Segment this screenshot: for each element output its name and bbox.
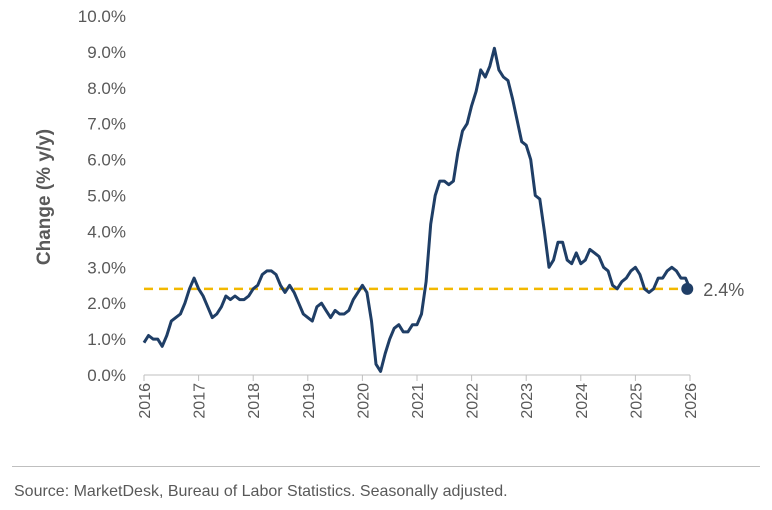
- y-axis-ticks: 0.0% 1.0% 2.0% 3.0% 4.0% 5.0% 6.0% 7.0% 8.0% 9.0%…: [78, 7, 126, 385]
- x-tick-label: 2018: [246, 383, 263, 419]
- x-tick-label: 2025: [628, 383, 645, 419]
- y-tick-label: 4.0%: [87, 222, 126, 241]
- x-tick-label: 2016: [137, 383, 154, 419]
- series-end-point: [681, 282, 694, 295]
- y-tick-label: 5.0%: [87, 187, 126, 206]
- y-tick-label: 7.0%: [87, 115, 126, 134]
- x-axis-ticks: 2016 2017 2018 2019 2020 2021 2022 2023 2024 2025…: [137, 375, 700, 419]
- x-tick-label: 2019: [301, 383, 318, 419]
- source-note: Source: MarketDesk, Bureau of Labor Stat…: [14, 483, 508, 500]
- y-tick-label: 9.0%: [87, 43, 126, 62]
- y-tick-label: 8.0%: [87, 79, 126, 98]
- x-tick-label: 2026: [683, 383, 700, 419]
- x-tick-label: 2023: [519, 383, 536, 419]
- y-tick-label: 6.0%: [87, 151, 126, 170]
- end-value-annotation: 2.4%: [703, 280, 744, 300]
- y-tick-label: 0.0%: [87, 366, 126, 385]
- x-tick-label: 2021: [410, 383, 427, 419]
- source-divider: [12, 466, 760, 467]
- y-tick-label: 10.0%: [78, 7, 126, 26]
- x-tick-label: 2020: [355, 383, 372, 419]
- y-tick-label: 1.0%: [87, 330, 126, 349]
- series-line-cpi: [142, 46, 692, 373]
- cpi-line-chart: 0.0% 1.0% 2.0% 3.0% 4.0% 5.0% 6.0% 7.0% 8.0% 9.0%…: [34, 7, 744, 419]
- y-tick-label: 3.0%: [87, 258, 126, 277]
- x-tick-label: 2022: [465, 383, 482, 419]
- x-tick-label: 2024: [574, 383, 591, 419]
- y-axis-label: Change (% y/y): [34, 129, 55, 265]
- y-tick-label: 2.0%: [87, 294, 126, 313]
- x-tick-label: 2017: [192, 383, 209, 419]
